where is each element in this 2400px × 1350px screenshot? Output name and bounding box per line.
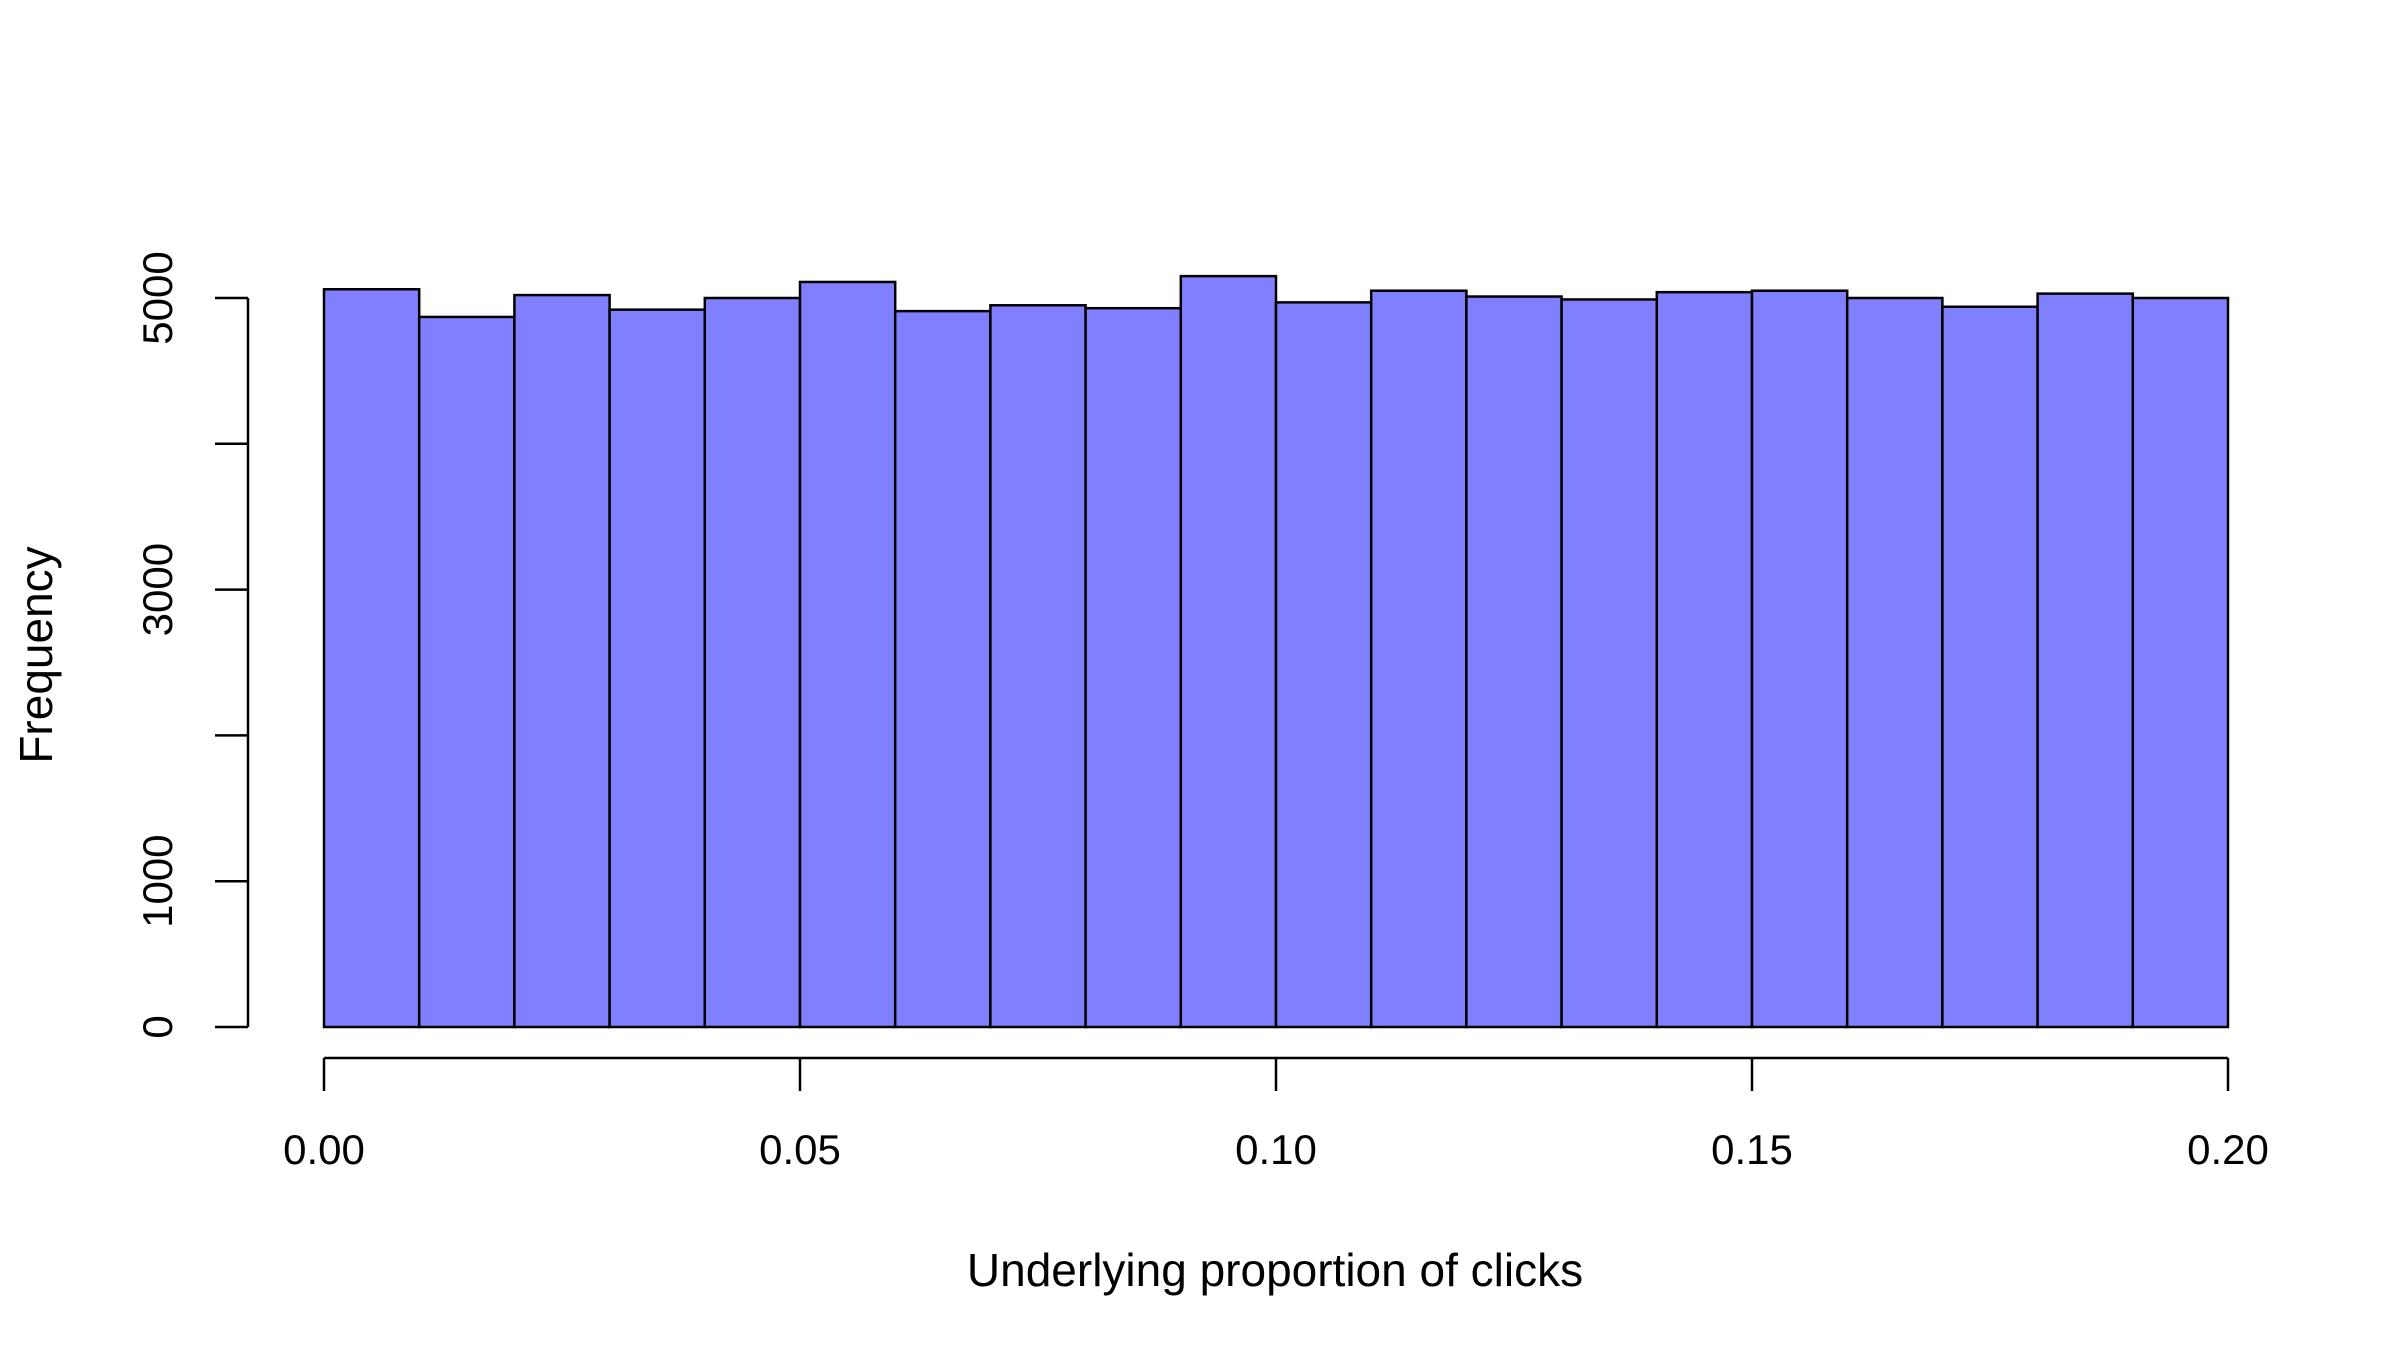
histogram-bar [1750,289,1849,1029]
histogram-bar [608,308,707,1029]
x-tick-label: 0.10 [1235,1126,1317,1173]
y-tick-label: 1000 [134,834,181,927]
y-axis-title: Frequency [10,546,62,763]
histogram-bar [1655,290,1754,1029]
histogram-bar [2036,292,2135,1029]
y-tick-label: 5000 [134,251,181,344]
histogram-bar [1465,295,1563,1029]
histogram-bar [1369,289,1468,1029]
x-tick-label: 0.15 [1711,1126,1793,1173]
bars-group [322,274,2230,1029]
x-axis: 0.00 0.05 0.10 0.15 0.20 [283,1056,2269,1173]
y-tick-label: 0 [134,1015,181,1038]
histogram-bar [798,280,897,1029]
histogram-bar [1274,301,1373,1029]
histogram-bar [1084,306,1183,1029]
histogram-bar [417,315,516,1029]
histogram-bar [893,309,992,1029]
histogram-bar [2131,296,2230,1029]
y-axis: 0 1000 3000 5000 [134,251,250,1039]
x-tick-label: 0.00 [283,1126,365,1173]
histogram-bar [1845,296,1944,1029]
histogram-bar [1941,305,2039,1029]
histogram-bar [703,296,802,1029]
x-tick-label: 0.20 [2187,1126,2269,1173]
histogram-bar [1179,274,1278,1029]
histogram-bar [989,304,1087,1029]
histogram-bar [322,288,421,1029]
x-tick-label: 0.05 [759,1126,841,1173]
histogram-bar [513,293,611,1029]
y-tick-label: 3000 [134,543,181,636]
x-axis-title: Underlying proportion of clicks [967,1244,1583,1296]
histogram-bar [1560,298,1659,1029]
